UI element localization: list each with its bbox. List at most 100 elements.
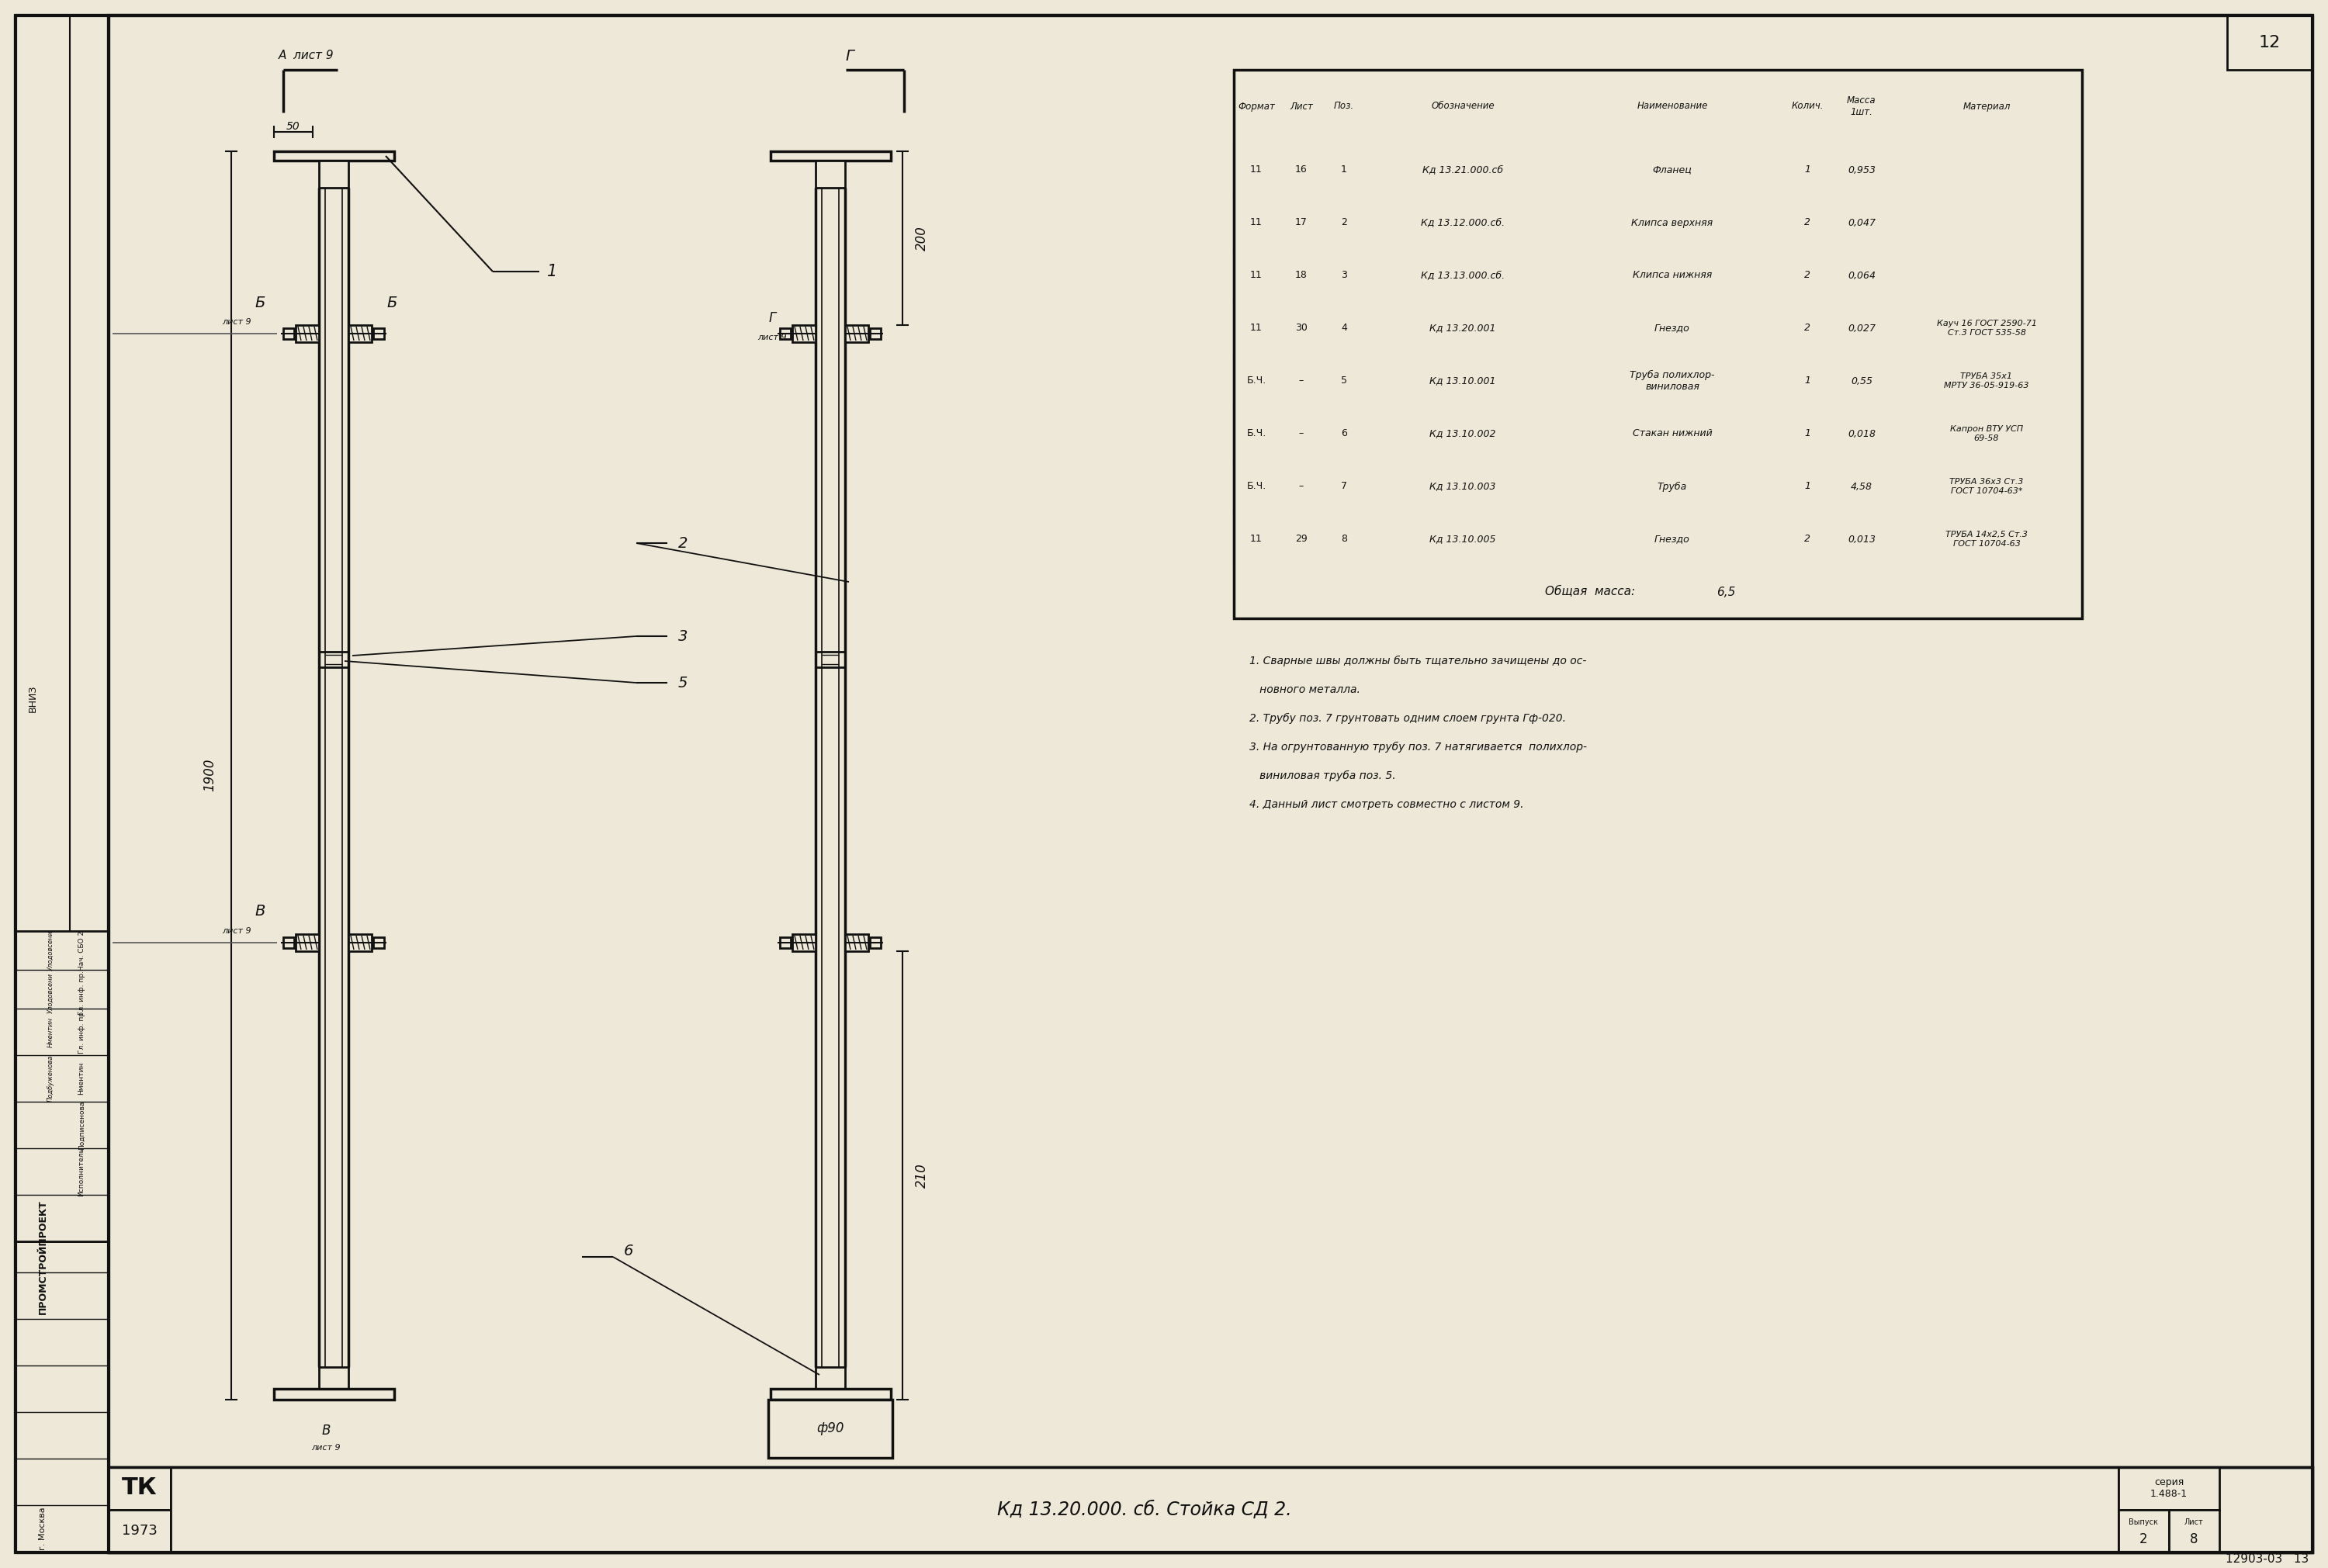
- Text: Кд 13.20.001: Кд 13.20.001: [1429, 323, 1497, 334]
- Bar: [2118, 1510, 2170, 1552]
- Text: Капрон ВТУ УСП
69-58: Капрон ВТУ УСП 69-58: [1951, 425, 2023, 442]
- Text: Б.Ч.: Б.Ч.: [1245, 481, 1266, 491]
- Bar: [296, 935, 319, 952]
- Text: 2: 2: [1804, 270, 1811, 281]
- Bar: [815, 160, 845, 188]
- Text: Б: Б: [386, 295, 398, 310]
- Bar: [275, 1389, 393, 1400]
- Text: 18: 18: [1294, 270, 1308, 281]
- Text: 6: 6: [624, 1243, 633, 1258]
- Text: ф90: ф90: [817, 1421, 845, 1435]
- Text: 0,064: 0,064: [1848, 270, 1876, 281]
- Text: Подписенова: Подписенова: [79, 1101, 84, 1149]
- Text: 0,013: 0,013: [1848, 535, 1876, 544]
- Text: 2: 2: [1341, 218, 1348, 227]
- Text: 1: 1: [547, 263, 559, 279]
- Text: 2: 2: [1804, 535, 1811, 544]
- Text: 6: 6: [1341, 428, 1348, 439]
- Text: Нментин: Нментин: [79, 1062, 84, 1094]
- Bar: [771, 1389, 892, 1400]
- Text: Гнездо: Гнездо: [1655, 323, 1690, 334]
- Bar: [372, 328, 384, 339]
- Bar: [16, 931, 109, 1242]
- Text: лист 9: лист 9: [221, 318, 251, 326]
- Bar: [1234, 71, 2081, 618]
- Text: Подбуженова: Подбуженова: [47, 1055, 54, 1102]
- Text: 0,018: 0,018: [1848, 428, 1876, 439]
- Text: Труба полихлор-
виниловая: Труба полихлор- виниловая: [1630, 370, 1716, 392]
- Text: 1: 1: [1804, 428, 1811, 439]
- Text: 2: 2: [2139, 1532, 2146, 1546]
- Text: 2: 2: [677, 536, 687, 550]
- Text: 17: 17: [1294, 218, 1308, 227]
- Text: Кд 13.10.003: Кд 13.10.003: [1429, 481, 1497, 491]
- Text: Кд 13.10.002: Кд 13.10.002: [1429, 428, 1497, 439]
- Text: 2: 2: [1804, 323, 1811, 334]
- Bar: [815, 1367, 845, 1389]
- Bar: [780, 938, 792, 949]
- Text: 50: 50: [286, 121, 300, 132]
- Bar: [319, 160, 349, 188]
- Text: Обозначение: Обозначение: [1432, 102, 1495, 111]
- Text: Б: Б: [254, 295, 265, 310]
- Text: В: В: [321, 1424, 331, 1438]
- Bar: [845, 935, 868, 952]
- Bar: [109, 1468, 170, 1510]
- Text: 4. Данный лист смотреть совместно с листом 9.: 4. Данный лист смотреть совместно с лист…: [1250, 800, 1523, 811]
- Text: 11: 11: [1250, 218, 1262, 227]
- Text: 5: 5: [1341, 376, 1348, 386]
- Text: Кд 13.21.000.сб: Кд 13.21.000.сб: [1422, 165, 1504, 176]
- Text: 8: 8: [1341, 535, 1348, 544]
- Text: Стакан нижний: Стакан нижний: [1632, 428, 1711, 439]
- Text: ТК: ТК: [121, 1477, 158, 1499]
- Text: Гнездо: Гнездо: [1655, 535, 1690, 544]
- Text: 4,58: 4,58: [1851, 481, 1872, 491]
- Text: Лист: Лист: [1290, 102, 1313, 111]
- Text: Колич.: Колич.: [1790, 102, 1823, 111]
- Text: Улодовсени: Улодовсени: [47, 930, 54, 971]
- Text: 0,027: 0,027: [1848, 323, 1876, 334]
- Bar: [845, 325, 868, 342]
- Bar: [319, 1367, 349, 1389]
- Text: Масса
1шт.: Масса 1шт.: [1846, 96, 1876, 118]
- Text: Кд 13.10.005: Кд 13.10.005: [1429, 535, 1497, 544]
- Text: 29: 29: [1294, 535, 1308, 544]
- Bar: [284, 938, 293, 949]
- Text: 200: 200: [915, 226, 929, 251]
- Text: 3. На огрунтованную трубу поз. 7 натягивается  полихлор-: 3. На огрунтованную трубу поз. 7 натягив…: [1250, 742, 1588, 753]
- Bar: [2228, 16, 2312, 71]
- Bar: [771, 151, 892, 160]
- Bar: [1234, 196, 2081, 249]
- Bar: [2118, 1468, 2219, 1510]
- Text: Б.Ч.: Б.Ч.: [1245, 376, 1266, 386]
- Text: 1: 1: [1341, 165, 1348, 176]
- Text: Общая  масса:: Общая масса:: [1546, 586, 1634, 597]
- Bar: [170, 1468, 2118, 1552]
- Text: Клипса нижняя: Клипса нижняя: [1632, 270, 1711, 281]
- Text: 0,55: 0,55: [1851, 376, 1872, 386]
- Text: Гл. инф. пр.: Гл. инф. пр.: [79, 1010, 84, 1054]
- Text: –: –: [1299, 481, 1304, 491]
- Text: 30: 30: [1294, 323, 1308, 334]
- Bar: [349, 935, 372, 952]
- Text: Кд 13.12.000.сб.: Кд 13.12.000.сб.: [1420, 218, 1504, 227]
- Bar: [1234, 249, 2081, 301]
- Text: ТРУБА 14х2,5 Ст.3
ГОСТ 10704-63: ТРУБА 14х2,5 Ст.3 ГОСТ 10704-63: [1946, 532, 2028, 547]
- Text: 11: 11: [1250, 165, 1262, 176]
- Text: Г: Г: [768, 310, 775, 325]
- Text: –: –: [1299, 376, 1304, 386]
- Text: лист 9: лист 9: [312, 1444, 340, 1452]
- Text: Улодовсени: Улодовсени: [47, 972, 54, 1013]
- Text: Кд 13.13.000.сб.: Кд 13.13.000.сб.: [1420, 270, 1504, 281]
- Text: А  лист 9: А лист 9: [279, 50, 335, 61]
- Text: Кд 13.10.001: Кд 13.10.001: [1429, 376, 1497, 386]
- Text: 1: 1: [1804, 376, 1811, 386]
- Bar: [16, 1242, 109, 1552]
- Text: виниловая труба поз. 5.: виниловая труба поз. 5.: [1250, 770, 1397, 781]
- Text: Наименование: Наименование: [1637, 102, 1709, 111]
- Text: ТРУБА 36х3 Ст.3
ГОСТ 10704-63*: ТРУБА 36х3 Ст.3 ГОСТ 10704-63*: [1949, 478, 2023, 495]
- Text: Исполнитель: Исполнитель: [79, 1148, 84, 1196]
- Bar: [768, 1400, 892, 1458]
- Text: г. Москва: г. Москва: [40, 1507, 47, 1551]
- Text: 11: 11: [1250, 270, 1262, 281]
